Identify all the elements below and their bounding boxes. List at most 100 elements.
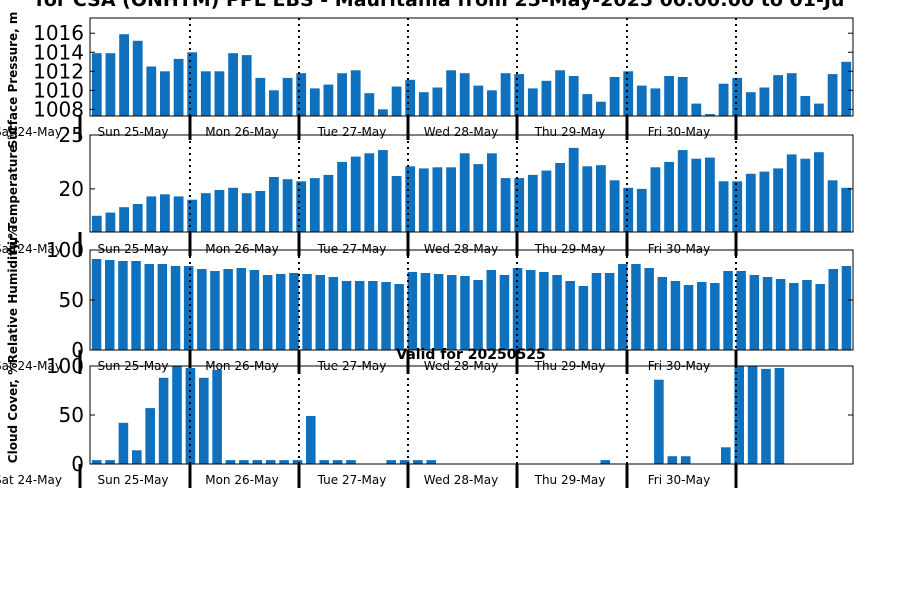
bar: [183, 266, 194, 350]
bar: [119, 207, 129, 232]
y-tick-label: 100: [46, 238, 84, 262]
bar: [591, 273, 602, 350]
x-tick-label: Sat 24-May: [0, 125, 62, 139]
bar: [541, 80, 552, 116]
bar: [315, 275, 325, 350]
bar: [309, 88, 320, 116]
bar: [473, 280, 483, 350]
bar: [773, 168, 783, 232]
bar: [600, 460, 611, 464]
bar: [214, 71, 225, 116]
x-tick-label: Thu 29-May: [534, 242, 606, 256]
bar: [604, 273, 615, 350]
x-tick-label: Sun 25-May: [97, 473, 168, 487]
bar: [527, 174, 538, 232]
bar: [391, 86, 402, 116]
bar: [252, 460, 263, 464]
bar: [745, 92, 756, 116]
bar: [200, 193, 211, 232]
bar: [596, 165, 606, 232]
bar: [269, 177, 279, 232]
y-tick-label: 25: [59, 123, 84, 147]
bar: [705, 157, 715, 232]
bar: [105, 260, 115, 350]
bar: [364, 153, 375, 232]
bar: [732, 181, 743, 232]
bar: [309, 178, 320, 232]
x-tick-label: Fri 30-May: [648, 125, 711, 139]
y-axis-label: Cloud Cover, %: [6, 363, 20, 463]
bar: [418, 168, 429, 232]
x-tick-label: Tue 27-May: [317, 473, 387, 487]
bar: [667, 456, 678, 464]
bar: [119, 34, 129, 117]
bar: [132, 450, 142, 464]
x-tick-label: Sun 25-May: [97, 125, 168, 139]
bar: [747, 366, 758, 464]
bar: [800, 96, 811, 116]
bar: [732, 77, 743, 116]
bar: [350, 70, 361, 116]
bar: [705, 114, 715, 116]
bar: [212, 369, 222, 464]
bar: [683, 285, 694, 350]
bar: [302, 274, 312, 350]
bar: [354, 281, 365, 350]
bar: [582, 94, 593, 116]
bar: [677, 77, 688, 116]
bar: [802, 280, 812, 350]
bar: [446, 70, 456, 116]
bar: [664, 76, 674, 116]
bar: [405, 166, 416, 232]
bar: [170, 266, 181, 350]
bar: [173, 196, 184, 232]
bar: [228, 187, 238, 232]
bar: [432, 87, 443, 116]
bar: [814, 103, 824, 116]
y-tick-label: 1010: [33, 78, 84, 102]
bar: [697, 282, 707, 350]
y-axis-label: Surface Pressure, m: [6, 12, 20, 149]
bar: [762, 277, 773, 350]
bar: [578, 286, 589, 350]
bar: [91, 259, 102, 350]
bar: [187, 199, 198, 232]
bar: [499, 275, 510, 350]
bar: [636, 85, 647, 116]
bar: [680, 456, 691, 464]
y-tick-label: 1012: [33, 59, 84, 83]
bar: [759, 171, 770, 232]
bar: [657, 277, 667, 350]
y-tick-label: 50: [59, 403, 84, 427]
bar: [296, 73, 307, 116]
bar: [841, 266, 852, 350]
bar: [841, 187, 852, 232]
bar: [761, 368, 771, 464]
bar: [255, 77, 266, 116]
bar: [131, 261, 141, 350]
x-tick-label: Tue 27-May: [317, 242, 387, 256]
x-tick-label: Fri 30-May: [648, 473, 711, 487]
x-tick-label: Wed 28-May: [424, 242, 498, 256]
bar: [654, 379, 664, 464]
bar: [405, 79, 416, 116]
bar: [650, 167, 661, 232]
bar: [289, 273, 299, 350]
bar: [91, 53, 102, 116]
x-tick-label: Wed 28-May: [424, 473, 498, 487]
bar: [539, 272, 549, 350]
bar: [800, 158, 811, 232]
bar: [337, 161, 347, 232]
y-tick-label: 0: [71, 452, 84, 476]
bar: [644, 268, 654, 350]
bar: [332, 460, 343, 464]
bar: [394, 284, 404, 350]
bar: [145, 408, 155, 464]
bar: [527, 88, 538, 116]
bar: [749, 275, 760, 350]
bar: [118, 261, 128, 350]
chart-title: for CSA (ONHTM) PPL EBS - Mauritania fro…: [36, 0, 845, 11]
bar: [386, 460, 396, 464]
